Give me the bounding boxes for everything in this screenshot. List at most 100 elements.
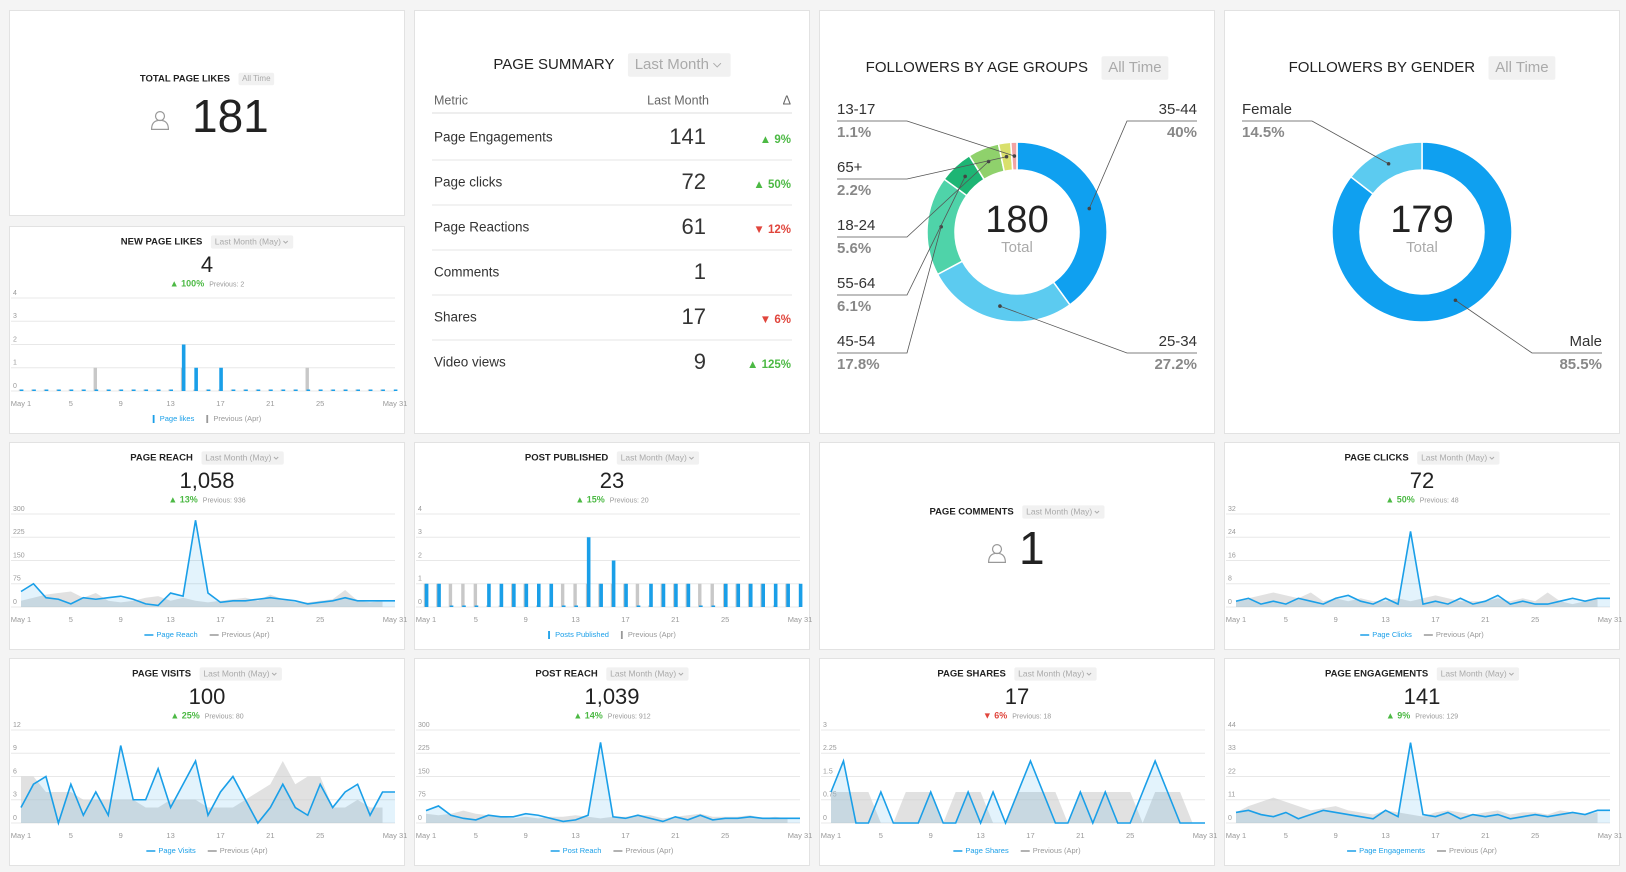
x-tick-label: May 31 bbox=[383, 615, 408, 624]
kpi-value: 141 bbox=[1404, 684, 1441, 709]
chevron bbox=[678, 672, 684, 676]
legend-label: Page Reach bbox=[156, 630, 197, 639]
period-filter: Last Month (May) bbox=[205, 452, 271, 462]
y-tick-label: 3 bbox=[13, 313, 17, 320]
slice-label: 45-54 bbox=[837, 333, 875, 350]
x-tick-label: May 1 bbox=[416, 615, 436, 624]
x-tick-label: 25 bbox=[316, 399, 324, 408]
bar bbox=[356, 389, 360, 391]
bar bbox=[206, 389, 211, 391]
bar bbox=[748, 583, 753, 607]
slice-value: 6.1% bbox=[837, 298, 871, 315]
tile-title: PAGE REACH bbox=[130, 453, 193, 464]
x-tick-label: 21 bbox=[266, 399, 274, 408]
legend-swatch bbox=[620, 631, 623, 639]
x-tick-label: May 1 bbox=[1226, 831, 1246, 840]
leader-dot bbox=[1386, 161, 1391, 166]
bar bbox=[424, 583, 429, 607]
x-tick-label: 13 bbox=[166, 615, 174, 624]
bar bbox=[574, 605, 578, 607]
bar bbox=[786, 583, 790, 607]
bar bbox=[674, 583, 678, 607]
slice-value: 27.2% bbox=[1154, 356, 1197, 373]
bar bbox=[474, 605, 479, 607]
metric-delta: ▼ 12% bbox=[753, 224, 791, 236]
y-tick-label: 22 bbox=[1228, 768, 1236, 775]
tile bbox=[9, 442, 405, 650]
line bbox=[425, 742, 800, 823]
metric-name: Comments bbox=[434, 265, 500, 280]
kpi-delta: ▲ 50% bbox=[1385, 494, 1414, 504]
y-tick-label: 1 bbox=[13, 360, 17, 367]
y-tick-label: 16 bbox=[1228, 552, 1236, 559]
bar bbox=[736, 583, 741, 607]
bar bbox=[499, 583, 504, 607]
bar-previous bbox=[560, 583, 565, 607]
tile bbox=[1224, 658, 1620, 866]
x-tick-label: 21 bbox=[671, 831, 679, 840]
legend-label: Previous (Apr) bbox=[213, 414, 261, 423]
metric-value: 1 bbox=[694, 259, 706, 284]
legend-swatch bbox=[152, 415, 155, 423]
y-tick-label: 2 bbox=[418, 552, 422, 559]
metric-delta: ▼ 6% bbox=[760, 314, 791, 326]
period-pill bbox=[1488, 56, 1556, 80]
legend-label: Previous (Apr) bbox=[628, 630, 676, 639]
x-tick-label: 21 bbox=[1481, 615, 1489, 624]
kpi-value: 4 bbox=[201, 252, 213, 277]
area-previous bbox=[21, 589, 383, 607]
legend-label: Post Reach bbox=[563, 846, 602, 855]
period-pill bbox=[238, 72, 275, 86]
slice-label: 65+ bbox=[837, 159, 863, 176]
bar bbox=[561, 605, 566, 607]
x-tick-label: 5 bbox=[474, 831, 478, 840]
period-filter: Last Month (May) bbox=[203, 668, 269, 678]
x-tick-label: 9 bbox=[1334, 615, 1338, 624]
period-filter: All Time bbox=[1495, 59, 1548, 76]
metric-value: 72 bbox=[682, 169, 706, 194]
x-tick-label: May 31 bbox=[1598, 615, 1623, 624]
x-tick-label: 5 bbox=[69, 831, 73, 840]
x-tick-label: 5 bbox=[69, 399, 73, 408]
area-previous bbox=[426, 810, 788, 823]
x-tick-label: 21 bbox=[1481, 831, 1489, 840]
donut-total: 179 bbox=[1390, 199, 1453, 241]
y-tick-label: 300 bbox=[13, 506, 25, 513]
x-tick-label: 9 bbox=[119, 615, 123, 624]
user-icon bbox=[987, 552, 1007, 563]
x-tick-label: 25 bbox=[1531, 831, 1539, 840]
x-tick-label: 17 bbox=[1431, 615, 1439, 624]
y-tick-label: 4 bbox=[418, 506, 422, 513]
period-pill bbox=[1014, 667, 1097, 681]
x-tick-label: May 1 bbox=[416, 831, 436, 840]
leader-line bbox=[999, 305, 1197, 354]
metric-name: Page Reactions bbox=[434, 220, 530, 235]
x-tick-label: 9 bbox=[119, 831, 123, 840]
x-tick-label: 13 bbox=[1381, 615, 1389, 624]
y-tick-label: 150 bbox=[418, 768, 430, 775]
bar bbox=[599, 583, 603, 607]
x-tick-label: 5 bbox=[1284, 615, 1288, 624]
kpi-previous: Previous: 129 bbox=[1415, 713, 1458, 720]
tile-title: POST REACH bbox=[535, 669, 597, 680]
tile-title: PAGE ENGAGEMENTS bbox=[1325, 669, 1428, 680]
bar bbox=[144, 389, 149, 391]
area-previous bbox=[21, 761, 383, 823]
bar bbox=[119, 389, 124, 391]
tile-title: NEW PAGE LIKES bbox=[121, 237, 203, 248]
kpi-delta: ▼ 6% bbox=[983, 710, 1007, 720]
legend-label: Previous (Apr) bbox=[222, 630, 270, 639]
leader-dot bbox=[963, 174, 967, 179]
x-tick-label: 17 bbox=[621, 615, 629, 624]
y-tick-label: 8 bbox=[1228, 576, 1232, 583]
bar bbox=[368, 389, 373, 391]
x-tick-label: 13 bbox=[166, 831, 174, 840]
kpi-previous: Previous: 936 bbox=[203, 497, 246, 504]
x-tick-label: 9 bbox=[524, 615, 528, 624]
bar-previous bbox=[473, 583, 478, 607]
x-tick-label: 21 bbox=[671, 615, 679, 624]
slice-label: 55-64 bbox=[837, 275, 875, 292]
chevron bbox=[713, 62, 722, 68]
bar bbox=[57, 389, 61, 391]
